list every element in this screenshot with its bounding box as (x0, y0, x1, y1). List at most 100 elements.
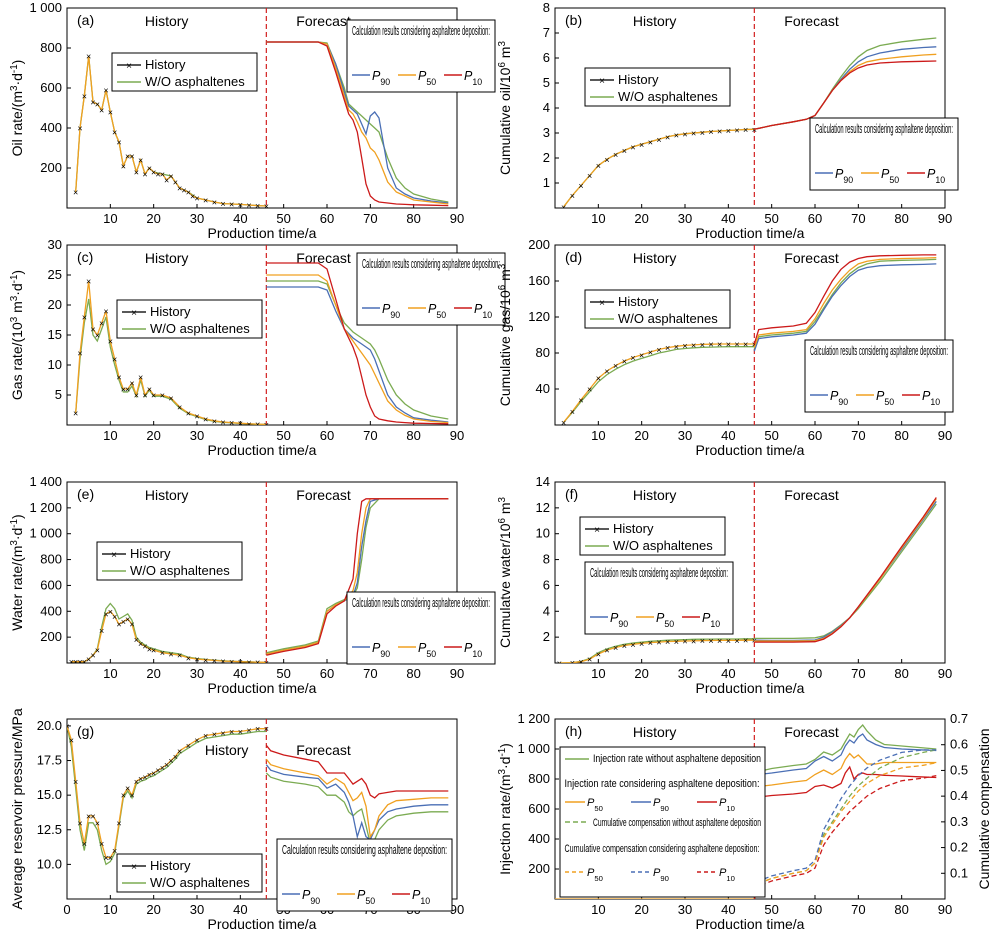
history-heading: History (633, 487, 677, 503)
history-marker: × (147, 164, 152, 174)
history-marker: × (160, 648, 165, 658)
history-marker: × (82, 313, 87, 323)
history-marker: × (95, 100, 100, 110)
y-tick-label: 200 (40, 160, 62, 175)
x-tick-label: 40 (233, 211, 247, 226)
series-injection-p90 (754, 733, 937, 777)
legend-wo-label: W/O asphaltenes (150, 875, 250, 890)
y-tick-label: 10 (48, 357, 62, 372)
history-marker: × (229, 727, 234, 737)
history-marker: × (203, 415, 208, 425)
history-marker: × (648, 137, 653, 147)
legend-wo-label: W/O asphaltenes (150, 321, 250, 336)
series-group: ××××××××××××××××××××××××××××××××××××× (67, 721, 449, 866)
history-marker: × (112, 128, 117, 138)
legend-p90-label: P90 (610, 611, 628, 629)
panel-label: (e) (77, 486, 94, 502)
legend-calc-rate-label: Injection rate considering asphaltene de… (565, 778, 760, 790)
history-marker: × (190, 192, 195, 202)
x-tick-label: 30 (190, 666, 204, 681)
legend-wo-label: W/O asphaltenes (130, 563, 230, 578)
panel-c: 10 20 30 40 50 60 70 80 90 Production time/a 5 10 15… (9, 237, 506, 458)
history-marker: × (665, 343, 670, 353)
y-tick-label: 2 (543, 150, 550, 165)
history-marker: × (203, 196, 208, 206)
history-marker: × (255, 724, 260, 734)
history-marker: × (229, 418, 234, 428)
history-marker: × (194, 194, 199, 204)
y-tick-label: 7 (543, 25, 550, 40)
x-tick-label: 90 (938, 902, 952, 917)
legend-history-box: × History W/O asphaltenes (116, 299, 263, 339)
y-axis-label: Average reservoir pressure/MPa (9, 708, 25, 909)
history-marker: × (194, 412, 199, 422)
forecast-heading: Forecast (296, 742, 351, 758)
history-marker: × (587, 171, 592, 181)
y-tick-label: 40 (536, 381, 550, 396)
x-axis-label: Production time/a (696, 680, 805, 696)
history-marker: × (125, 152, 130, 162)
history-marker: × (82, 92, 87, 102)
history-marker: × (116, 373, 121, 383)
history-marker: × (173, 178, 178, 188)
y-tick-label: 8 (543, 552, 550, 567)
x-tick-label: 80 (406, 428, 420, 443)
y-tick-label: 600 (40, 577, 62, 592)
history-marker: × (255, 201, 260, 211)
y-tick-label: 400 (528, 831, 550, 846)
legend-comp-p10-label: P10 (719, 867, 735, 883)
y-tick-label: 10.0 (37, 856, 62, 871)
history-marker: × (108, 108, 113, 118)
legend-history-swatch-marker: × (131, 308, 137, 319)
x-axis-label: Production time/a (696, 916, 805, 932)
legend-p90-label: P90 (372, 69, 390, 87)
history-marker: × (164, 176, 169, 186)
legend-p10-label: P10 (702, 611, 720, 629)
history-marker: × (90, 811, 95, 821)
history-marker: × (95, 646, 100, 656)
series-p10 (753, 254, 937, 345)
y-tick-label: 15.0 (37, 787, 62, 802)
legend-history-label: History (618, 294, 659, 309)
x-tick-label: 60 (320, 428, 334, 443)
history-marker: × (734, 340, 739, 350)
history-marker: × (138, 639, 143, 649)
history-marker: × (246, 657, 251, 667)
x-tick-label: 60 (320, 211, 334, 226)
history-marker: × (752, 340, 757, 350)
history-marker: × (82, 657, 87, 667)
legend-p10-label: P10 (922, 389, 940, 407)
history-marker: × (103, 86, 108, 96)
y-tick-label: 25 (48, 267, 62, 282)
forecast-heading: Forecast (296, 487, 351, 503)
y-axis-label: Cumulatve water/106 m3 (497, 496, 514, 648)
history-marker: × (220, 728, 225, 738)
history-marker: × (181, 186, 186, 196)
history-marker: × (90, 651, 95, 661)
x-tick-label: 40 (721, 902, 735, 917)
history-marker: × (639, 350, 644, 360)
x-tick-label: 10 (103, 428, 117, 443)
legend-p90-label: P90 (302, 888, 320, 906)
history-marker: × (630, 353, 635, 363)
x-tick-label: 30 (678, 211, 692, 226)
series-forecast-wo (266, 280, 449, 420)
history-marker: × (138, 373, 143, 383)
history-marker: × (622, 146, 627, 156)
history-marker: × (578, 181, 583, 191)
series-wo-asphaltenes (67, 725, 267, 866)
panel-h: 10 20 30 40 50 60 70 80 90 Production time/a 200 40… (497, 711, 993, 932)
forecast-heading: Forecast (296, 250, 351, 266)
series-group: ××××××××××××××××××××××× (561, 254, 937, 425)
history-marker: × (674, 342, 679, 352)
panel-label: (h) (565, 723, 582, 739)
legend-history-box: × History W/O asphaltenes (116, 853, 263, 893)
history-marker: × (99, 106, 104, 116)
history-marker: × (73, 409, 78, 419)
history-marker: × (604, 646, 609, 656)
history-marker: × (95, 818, 100, 828)
legend-frame (804, 339, 954, 413)
legend-p10-label: P10 (474, 302, 492, 320)
history-marker: × (734, 636, 739, 646)
history-marker: × (73, 188, 78, 198)
